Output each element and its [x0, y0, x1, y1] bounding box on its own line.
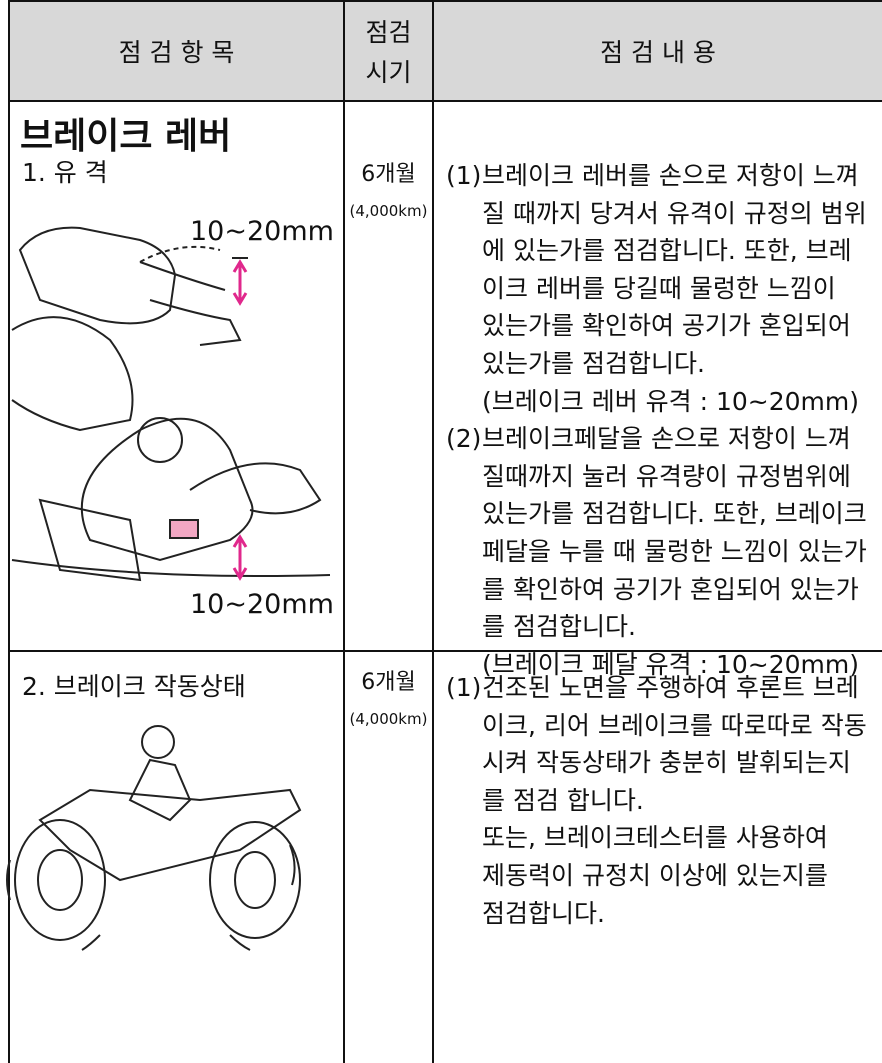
content-line: 이크, 리어 브레이크를 따로따로 작동: [482, 710, 867, 740]
item: 1. 유 격: [22, 158, 108, 187]
content-line: 브레이크 레버를 손으로 저항이 느껴: [482, 161, 859, 190]
content-line: 를 점검합니다.: [482, 612, 636, 642]
lever-housing: [18, 226, 177, 325]
border: [8, 100, 882, 102]
content-line: 있는가를 확인하여 공기가 혼입되어: [482, 311, 851, 341]
hand: [189, 462, 322, 515]
disc-rear: [234, 851, 276, 909]
ground-line: [11, 559, 331, 577]
wheel-rear: [209, 821, 301, 939]
header-period: 점검: [365, 18, 412, 47]
section-title: 브레이크 레버: [20, 116, 232, 157]
content-line: (브레이크 페달 유격 : 10~20mm): [482, 649, 859, 679]
period: 6개월: [361, 670, 416, 695]
header-period: 시기: [365, 58, 412, 87]
arrow: [232, 259, 248, 306]
period-km: (4,000km): [349, 710, 428, 728]
list-marker: (1): [446, 673, 482, 702]
frame: [80, 417, 254, 562]
content-line: 건조된 노면을 주행하여 후론트 브레: [482, 673, 859, 702]
item: 2. 브레이크 작동상태: [22, 672, 246, 701]
motion-marks: [6, 844, 296, 951]
bodywork: [38, 788, 302, 882]
border: [343, 0, 345, 1063]
pedal: [169, 519, 199, 539]
footpeg: [38, 498, 142, 582]
border: [8, 650, 882, 652]
content-line: 에 있는가를 점검합니다. 또한, 브레: [482, 236, 852, 266]
frame-hole: [137, 417, 183, 463]
period: 6개월: [361, 162, 416, 187]
content-line: 를 확인하여 공기가 혼입되어 있는가: [482, 574, 859, 604]
list-marker: (2): [446, 424, 482, 454]
arrow: [232, 534, 248, 581]
content-line: 있는가를 점검합니다.: [482, 349, 705, 378]
content-line: 질 때까지 당겨서 유격이 규정의 범위: [482, 198, 867, 228]
figure-label: 10~20mm: [190, 589, 334, 620]
content-line: (브레이크 레버 유격 : 10~20mm): [482, 386, 859, 416]
content-line: 시켜 작동상태가 충분히 발휘되는지: [482, 748, 851, 778]
content-line: 페달을 누를 때 물렁한 느낌이 있는가: [482, 537, 867, 566]
period-km: (4,000km): [349, 202, 428, 220]
content-line: 이크 레버를 당길때 물렁한 느낌이: [482, 273, 836, 303]
content-line: 또는, 브레이크테스터를 사용하여: [482, 823, 828, 853]
content-line: 점검합니다.: [482, 898, 605, 928]
border: [8, 0, 10, 1063]
border: [8, 0, 882, 2]
content-line: 를 점검 합니다.: [482, 785, 644, 815]
helmet: [141, 725, 175, 759]
lever-dashed: [139, 245, 221, 263]
lever: [139, 261, 242, 346]
content-line: 제동력이 규정치 이상에 있는지를: [482, 861, 828, 890]
header-bg: [8, 0, 882, 100]
content-line: 브레이크페달을 손으로 저항이 느껴: [482, 424, 851, 454]
disc-front: [37, 849, 83, 911]
wheel-front: [14, 819, 106, 941]
header-item: 점 검 항 목: [118, 38, 235, 67]
hand: [11, 316, 134, 432]
header-content: 점 검 내 용: [600, 38, 716, 67]
border: [432, 0, 434, 1063]
content-line: 있는가를 점검합니다. 또한, 브레이크: [482, 499, 867, 529]
rider: [128, 758, 192, 822]
figure-label: 10~20mm: [190, 216, 334, 247]
list-marker: (1): [446, 161, 482, 190]
content-line: 질때까지 눌러 유격량이 규정범위에: [482, 461, 851, 491]
